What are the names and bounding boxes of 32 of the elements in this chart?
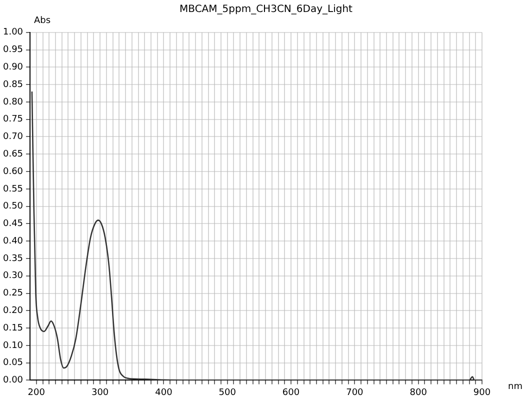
y-tick-label: 0.65 [2,149,24,160]
x-tick-label: 600 [282,388,300,398]
x-tick-label: 400 [155,388,173,398]
y-tick-label: 0.70 [2,132,24,142]
y-tick-label: 0.55 [2,184,24,194]
y-tick-label: 0.05 [2,358,24,368]
x-tick-label: 700 [346,388,364,398]
y-tick-label: 0.50 [2,202,24,212]
x-tick-label: 800 [410,388,428,398]
y-tick-label: 0.00 [2,376,24,386]
y-axis-title: Abs [34,16,51,26]
y-tick-label: 1.00 [2,28,24,38]
y-tick-label: 0.85 [2,80,24,90]
x-axis-title: nm [508,382,522,392]
x-tick-label: 900 [473,388,491,398]
y-tick-label: 0.20 [2,306,24,316]
y-tick-label: 0.40 [2,236,24,246]
x-tick-label: 200 [28,388,46,398]
y-tick-label: 0.80 [2,97,24,108]
y-tick-label: 0.60 [2,166,24,177]
y-tick-label: 0.95 [2,45,24,56]
y-tick-label: 0.75 [2,114,24,125]
y-tick-label: 0.10 [2,340,24,351]
x-tick-label: 500 [218,388,236,398]
x-tick-label: 300 [91,388,109,398]
y-tick-label: 0.30 [2,271,24,282]
y-tick-label: 0.35 [2,254,24,264]
y-tick-label: 0.25 [2,288,24,299]
y-tick-label: 0.45 [2,219,24,230]
y-tick-label: 0.15 [2,323,24,334]
chart-title: MBCAM_5ppm_CH3CN_6Day_Light [178,4,354,15]
y-tick-label: 0.90 [2,62,24,73]
